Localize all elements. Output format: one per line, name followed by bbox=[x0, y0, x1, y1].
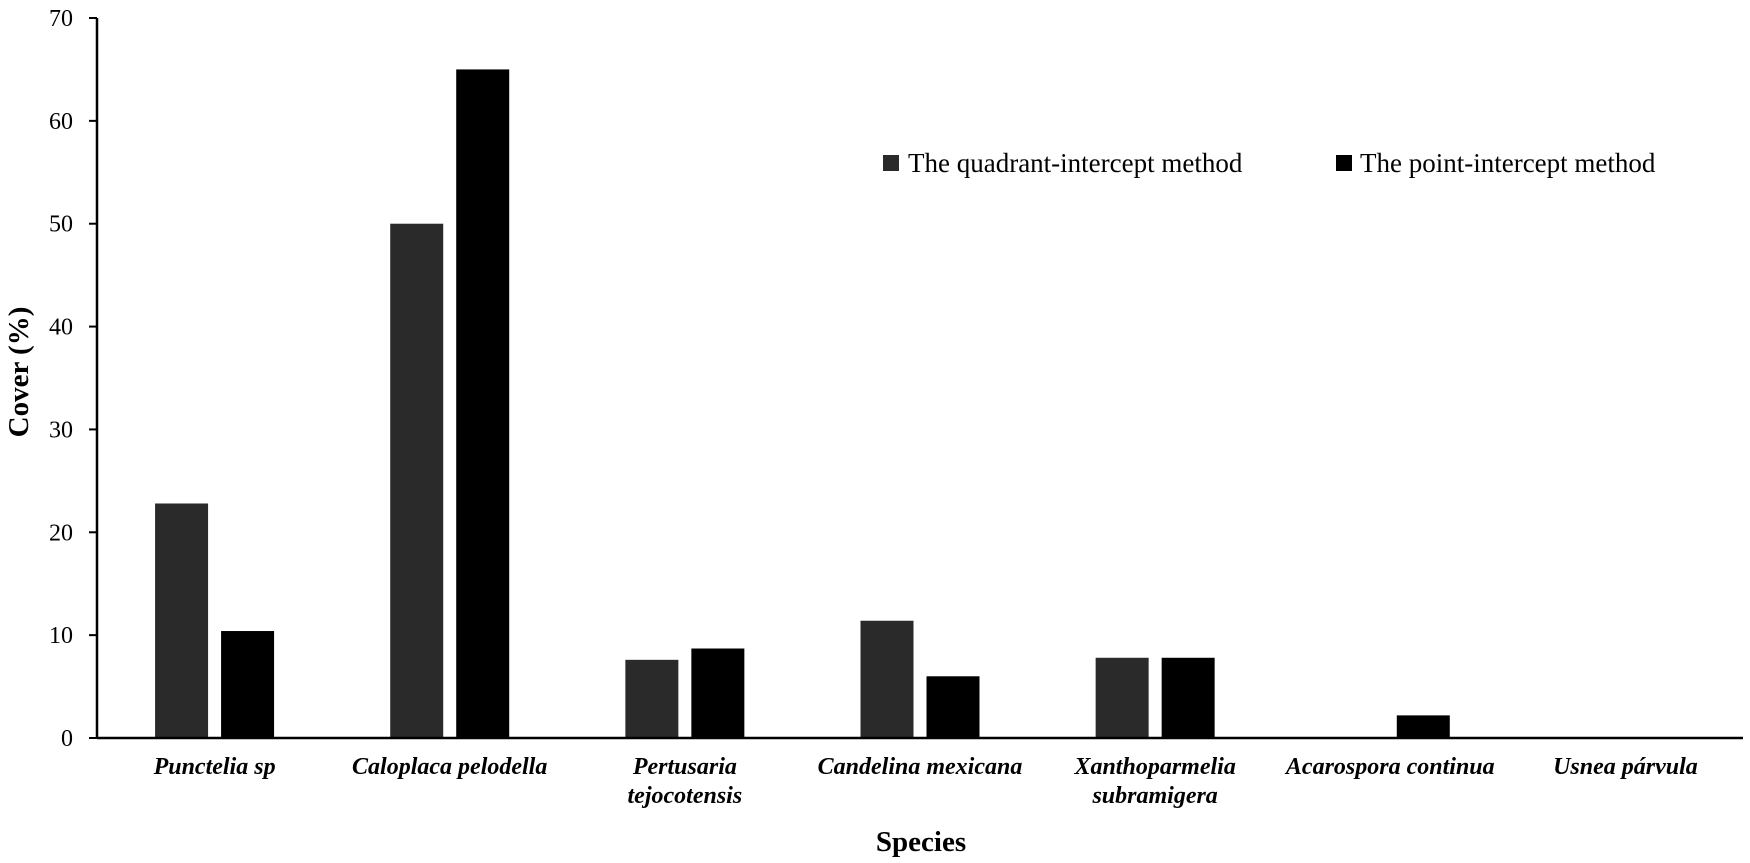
bar-series-2-cat-2 bbox=[456, 69, 510, 738]
x-category-label-line: Usnea párvula bbox=[1553, 754, 1698, 780]
bar-series-1-cat-4 bbox=[860, 620, 914, 738]
bar-series-1-cat-1 bbox=[155, 503, 209, 738]
legend-label-1: The quadrant-intercept method bbox=[908, 148, 1243, 178]
bar-series-2-cat-5 bbox=[1161, 657, 1215, 738]
legend-label-2: The point-intercept method bbox=[1360, 148, 1656, 178]
x-category-label-line: tejocotensis bbox=[628, 783, 743, 809]
x-category-label: Pertusaria tejocotensis bbox=[628, 754, 743, 809]
legend: The quadrant-intercept method The point-i… bbox=[883, 148, 1656, 178]
y-tick-label: 40 bbox=[49, 315, 73, 341]
y-axis-title: Cover (%) bbox=[3, 307, 35, 438]
y-tick-label: 50 bbox=[49, 212, 73, 238]
y-tick-label: 70 bbox=[49, 6, 73, 32]
bar-series-1-cat-2 bbox=[390, 223, 444, 738]
bar-series-2-cat-4 bbox=[926, 676, 980, 738]
x-category-label: Xanthoparmelia subramigera bbox=[1073, 754, 1235, 809]
y-axis-ticks: 0 10 20 30 40 50 60 70 bbox=[49, 6, 97, 752]
y-tick-label: 20 bbox=[49, 520, 73, 546]
x-category-label: Acarospora continua bbox=[1284, 754, 1495, 780]
x-axis-title: Species bbox=[876, 826, 966, 858]
x-category-label-line: Caloplaca pelodella bbox=[352, 754, 547, 780]
x-category-label-line: Xanthoparmelia bbox=[1073, 754, 1235, 780]
bar-series-1-cat-5 bbox=[1095, 657, 1149, 738]
x-category-label: Candelina mexicana bbox=[818, 754, 1023, 780]
x-category-label: Caloplaca pelodella bbox=[352, 754, 547, 780]
x-category-label: Punctelia sp bbox=[153, 754, 276, 780]
bar-series-2-cat-6 bbox=[1396, 715, 1450, 738]
x-category-label-line: subramigera bbox=[1091, 783, 1217, 809]
x-axis-category-labels: Punctelia sp Caloplaca pelodella Pertusari… bbox=[153, 754, 1698, 809]
y-tick-label: 30 bbox=[49, 417, 73, 443]
y-tick-label: 60 bbox=[49, 109, 73, 135]
bar-series-2-cat-3 bbox=[691, 648, 745, 738]
x-category-label-line: Punctelia sp bbox=[153, 754, 276, 780]
x-category-label-line: Candelina mexicana bbox=[818, 754, 1023, 780]
x-category-label-line: Acarospora continua bbox=[1284, 754, 1495, 780]
bar-series-2-cat-1 bbox=[221, 631, 275, 738]
legend-swatch-2 bbox=[1336, 155, 1352, 171]
bars bbox=[155, 69, 1450, 738]
legend-swatch-1 bbox=[883, 155, 899, 171]
y-tick-label: 10 bbox=[49, 623, 73, 649]
bar-series-1-cat-3 bbox=[625, 659, 679, 738]
axes bbox=[95, 18, 1743, 740]
x-category-label: Usnea párvula bbox=[1553, 754, 1698, 780]
x-category-label-line: Pertusaria bbox=[632, 754, 737, 780]
y-tick-label: 0 bbox=[61, 726, 73, 752]
